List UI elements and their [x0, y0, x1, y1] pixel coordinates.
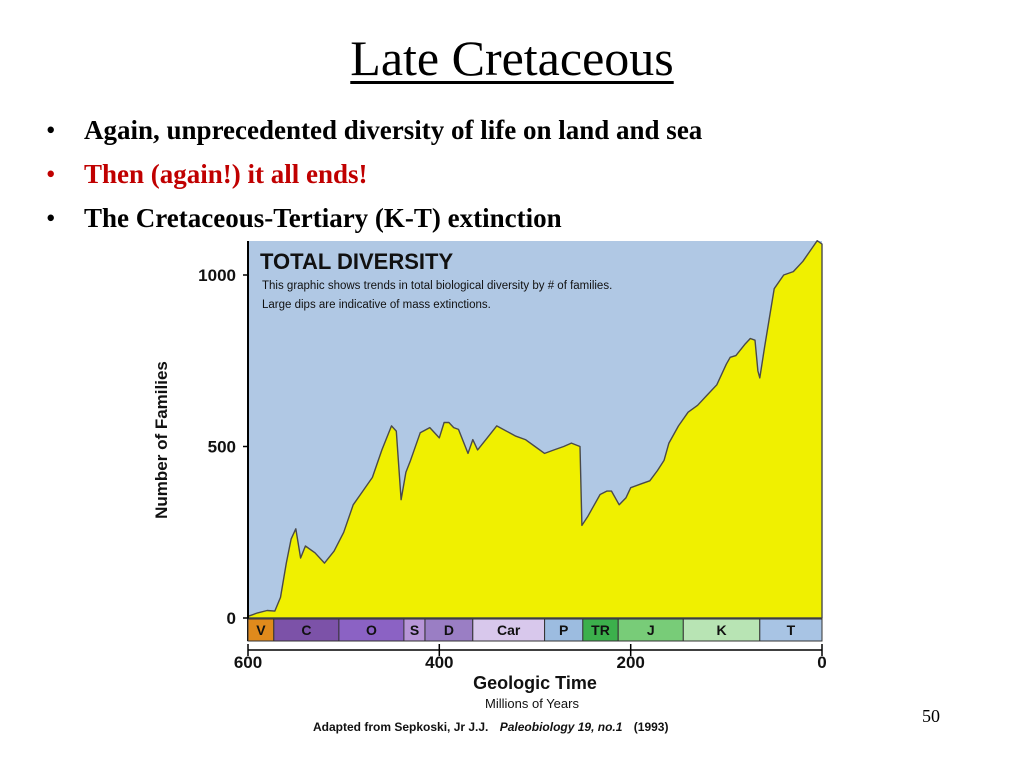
bullet-item-2: • Then (again!) it all ends! — [46, 152, 702, 196]
x-tick-label: 400 — [425, 653, 453, 672]
y-axis-label: Number of Families — [152, 361, 171, 519]
bullet-dot: • — [46, 159, 56, 189]
x-tick-label: 200 — [617, 653, 645, 672]
chart-subtitle-line-2: Large dips are indicative of mass extinc… — [262, 299, 491, 311]
tick-layer: 600 400 200 0 0 500 1000 — [198, 266, 827, 672]
period-label: D — [444, 622, 454, 638]
chart-subtitle-line-1: This graphic shows trends in total biolo… — [262, 280, 612, 292]
period-box-t — [759, 618, 823, 642]
x-axis-sublabel: Millions of Years — [485, 696, 579, 711]
x-tick-label: 0 — [817, 653, 826, 672]
bullet-item-3: • The Cretaceous-Tertiary (K-T) extinctio… — [46, 196, 702, 240]
period-label: J — [647, 622, 655, 638]
x-tick-label: 600 — [234, 653, 262, 672]
period-label: V — [256, 622, 266, 638]
source-year: (1993) — [634, 720, 669, 734]
chart-title: TOTAL DIVERSITY — [260, 249, 453, 274]
source-citation: Adapted from Sepkoski, Jr J.J. Paleobiol… — [313, 720, 668, 734]
period-band: V C O S D Car P TR J K T — [247, 618, 823, 642]
area-layer — [247, 240, 823, 619]
source-journal: Paleobiology 19, no.1 — [500, 720, 623, 734]
period-label: TR — [591, 622, 610, 638]
source-author: Adapted from Sepkoski, Jr J.J. — [313, 720, 488, 734]
period-label: S — [410, 622, 419, 638]
period-label: T — [787, 622, 796, 638]
bullet-text-3: The Cretaceous-Tertiary (K-T) extinction — [84, 203, 562, 233]
period-label: Car — [497, 622, 521, 638]
y-tick-label: 0 — [227, 609, 236, 628]
y-tick-label: 1000 — [198, 266, 236, 285]
x-axis-label: Geologic Time — [473, 673, 597, 693]
bullet-dot: • — [46, 203, 56, 233]
bullet-text-2: Then (again!) it all ends! — [84, 159, 368, 189]
bullet-list: • Again, unprecedented diversity of life … — [46, 108, 702, 240]
period-label: C — [301, 622, 311, 638]
period-label: O — [366, 622, 377, 638]
period-label: K — [716, 622, 726, 638]
y-tick-label: 500 — [208, 438, 236, 457]
period-label: P — [559, 622, 568, 638]
bullet-dot: • — [46, 115, 56, 145]
bullet-item-1: • Again, unprecedented diversity of life … — [46, 108, 702, 152]
slide-title: Late Cretaceous — [350, 30, 674, 86]
page-number: 50 — [922, 706, 940, 726]
bullet-text-1: Again, unprecedented diversity of life o… — [84, 115, 703, 145]
diversity-area — [247, 240, 823, 619]
